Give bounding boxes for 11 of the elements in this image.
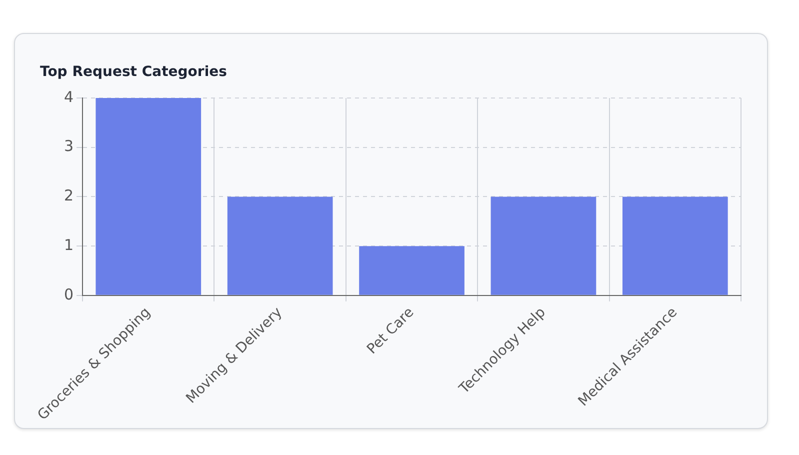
- y-tick-label: 4: [64, 88, 74, 106]
- bar: [359, 246, 464, 295]
- y-tick-label: 3: [64, 137, 74, 156]
- chart-title: Top Request Categories: [40, 64, 227, 80]
- y-tick-label: 2: [64, 186, 74, 205]
- bar: [96, 98, 202, 295]
- y-tick-label: 1: [64, 236, 74, 254]
- bar: [227, 196, 333, 295]
- y-tick-label: 0: [64, 285, 74, 304]
- bar: [490, 196, 596, 295]
- bar: [622, 196, 728, 295]
